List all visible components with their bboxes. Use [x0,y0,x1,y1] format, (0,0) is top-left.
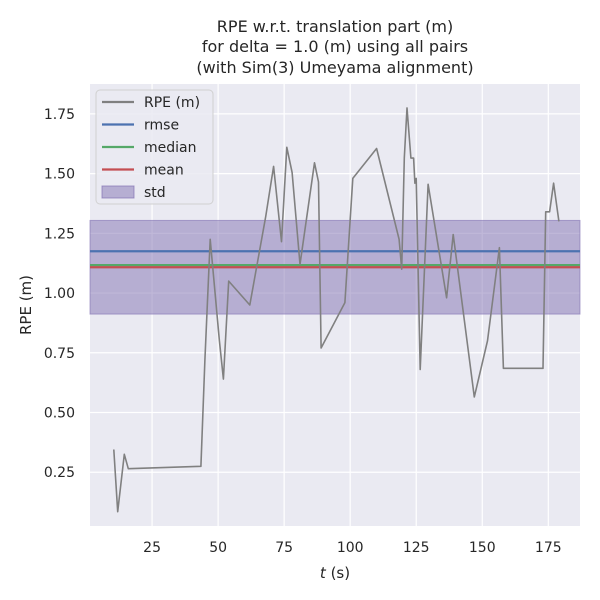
y-tick-labels: 0.25 0.50 0.75 1.00 1.25 1.50 1.75 [44,107,75,481]
x-tick-label: 175 [535,540,562,556]
y-tick-label: 1.50 [44,167,75,183]
y-axis-label: RPE (m) [17,275,35,335]
y-tick-label: 0.50 [44,406,75,422]
x-tick-label: 100 [337,540,364,556]
chart-title: RPE w.r.t. translation part (m) for delt… [196,17,473,77]
x-tick-label: 125 [403,540,430,556]
x-axis-label-var: t [320,564,327,582]
legend-label-rmse: rmse [144,118,179,134]
x-axis-label: t (s) [320,564,350,582]
legend-label-std: std [144,185,166,201]
x-axis-label-unit: (s) [326,564,350,582]
y-tick-label: 0.25 [44,465,75,481]
y-tick-label: 1.75 [44,107,75,123]
legend: RPE (m) rmse median mean std [95,89,214,205]
legend-label-rpe: RPE (m) [144,95,200,111]
title-line-3: (with Sim(3) Umeyama alignment) [196,58,473,77]
y-tick-label: 0.75 [44,346,75,362]
x-tick-label: 50 [209,540,227,556]
title-line-2: for delta = 1.0 (m) using all pairs [202,37,468,56]
y-tick-label: 1.25 [44,226,75,242]
x-tick-label: 150 [469,540,496,556]
x-tick-labels: 25 50 75 100 125 150 175 [143,540,562,556]
legend-label-median: median [144,140,196,156]
y-tick-label: 1.00 [44,286,75,302]
title-line-1: RPE w.r.t. translation part (m) [217,17,453,36]
x-tick-label: 25 [143,540,161,556]
legend-label-mean: mean [144,163,184,179]
rpe-series-line [113,107,560,513]
legend-box [95,89,214,205]
legend-swatch-std [101,185,135,199]
x-tick-label: 75 [275,540,293,556]
